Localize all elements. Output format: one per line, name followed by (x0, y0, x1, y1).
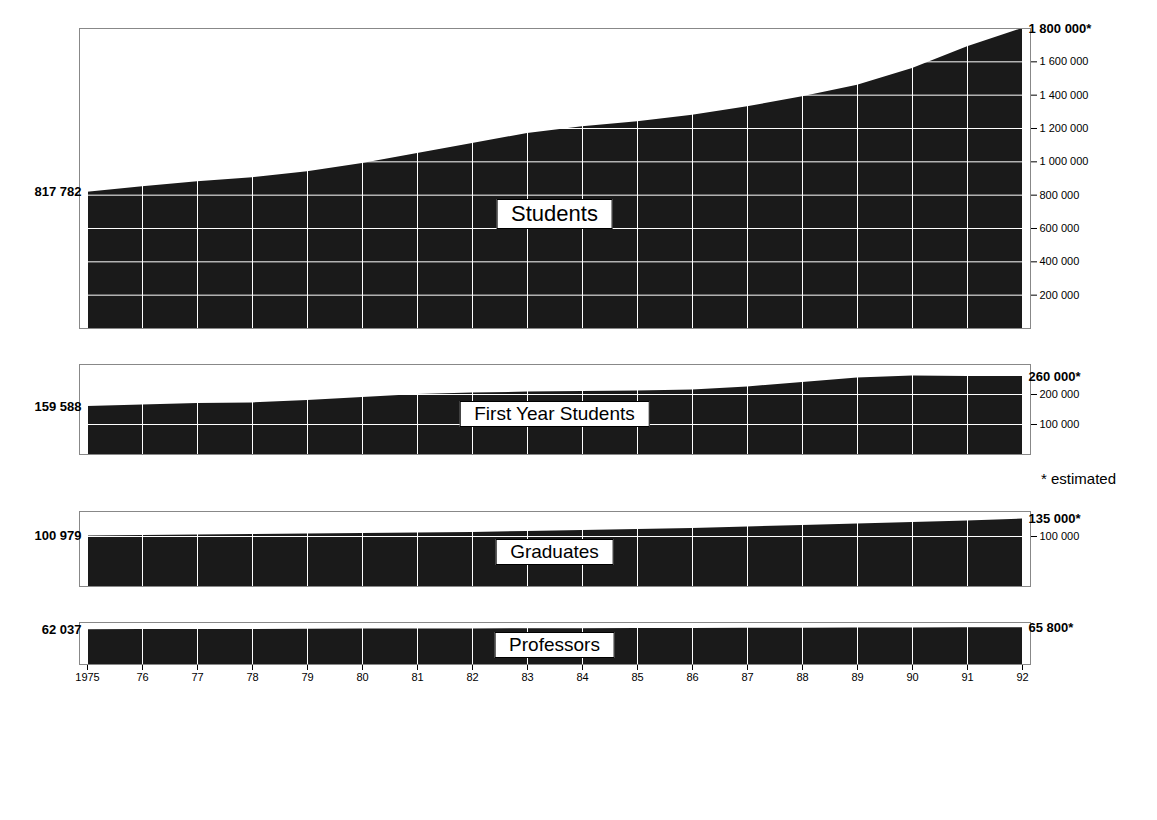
svg-text:817 782: 817 782 (35, 184, 82, 199)
svg-text:77: 77 (191, 671, 203, 683)
svg-text:400 000: 400 000 (1040, 255, 1080, 267)
svg-text:86: 86 (686, 671, 698, 683)
svg-text:1 600 000: 1 600 000 (1040, 55, 1089, 67)
svg-text:88: 88 (796, 671, 808, 683)
svg-text:200 000: 200 000 (1040, 289, 1080, 301)
svg-text:100 000: 100 000 (1040, 530, 1080, 542)
svg-text:62 037: 62 037 (42, 622, 82, 637)
svg-text:159 588: 159 588 (35, 399, 82, 414)
svg-text:81: 81 (411, 671, 423, 683)
svg-text:1975: 1975 (75, 671, 99, 683)
svg-text:100 979: 100 979 (35, 528, 82, 543)
svg-text:80: 80 (356, 671, 368, 683)
svg-text:78: 78 (246, 671, 258, 683)
svg-text:85: 85 (631, 671, 643, 683)
svg-text:1 400 000: 1 400 000 (1040, 89, 1089, 101)
svg-text:82: 82 (466, 671, 478, 683)
svg-text:600 000: 600 000 (1040, 222, 1080, 234)
svg-text:79: 79 (301, 671, 313, 683)
html-text:Graduates: Graduates (510, 541, 599, 563)
svg-text:800 000: 800 000 (1040, 189, 1080, 201)
svg-text:92: 92 (1016, 671, 1028, 683)
svg-text:87: 87 (741, 671, 753, 683)
html-text:* estimated: * estimated (1041, 470, 1116, 487)
svg-text:1 000 000: 1 000 000 (1040, 155, 1089, 167)
svg-text:100 000: 100 000 (1040, 418, 1080, 430)
svg-text:260 000*: 260 000* (1029, 369, 1082, 384)
svg-text:89: 89 (851, 671, 863, 683)
svg-text:1 800 000*: 1 800 000* (1029, 21, 1093, 36)
svg-text:83: 83 (521, 671, 533, 683)
svg-text:84: 84 (576, 671, 588, 683)
svg-text:76: 76 (136, 671, 148, 683)
html-text:First Year Students: First Year Students (474, 402, 635, 424)
svg-text:90: 90 (906, 671, 918, 683)
svg-text:91: 91 (961, 671, 973, 683)
html-text:Professors: Professors (509, 634, 600, 656)
svg-text:200 000: 200 000 (1040, 388, 1080, 400)
svg-text:135 000*: 135 000* (1029, 511, 1082, 526)
svg-text:1 200 000: 1 200 000 (1040, 122, 1089, 134)
html-text:Students: Students (511, 201, 598, 226)
svg-text:65 800*: 65 800* (1029, 620, 1075, 635)
